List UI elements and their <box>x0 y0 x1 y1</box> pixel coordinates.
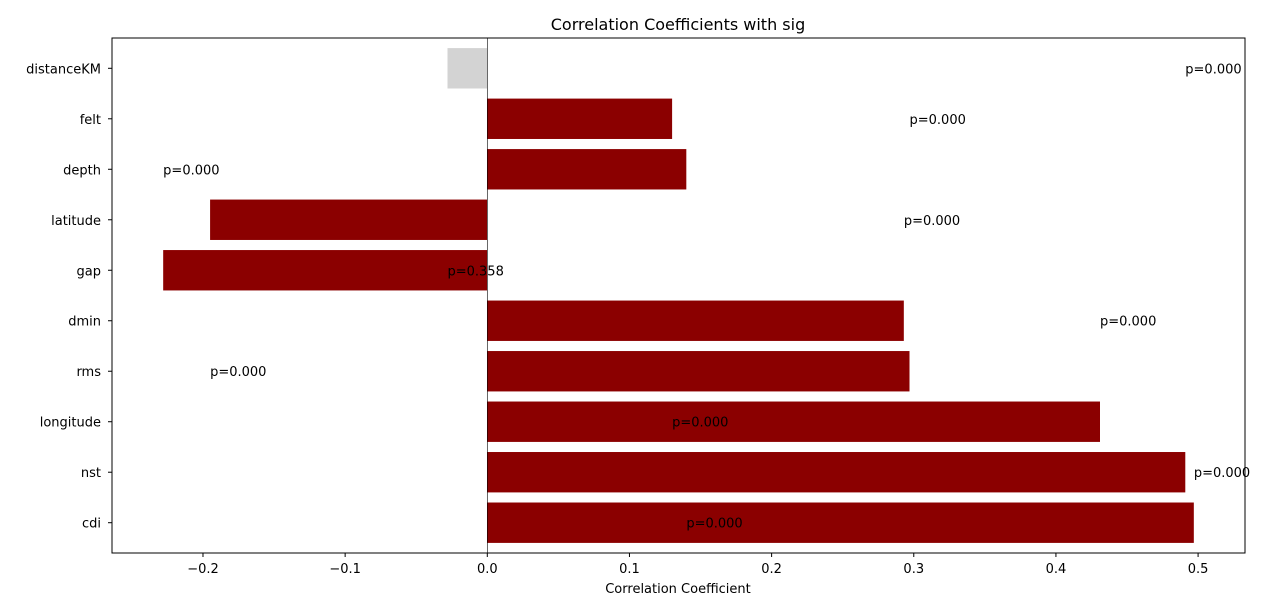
y-tick-label-felt: felt <box>80 113 101 128</box>
p-value-label-longitude: p=0.000 <box>672 416 728 431</box>
y-tick-label-distanceKM: distanceKM <box>26 62 101 77</box>
bar-depth <box>487 149 687 190</box>
bars-group <box>163 48 1194 543</box>
chart-title: Correlation Coefficients with sig <box>551 15 805 34</box>
p-value-label-latitude: p=0.000 <box>904 214 960 229</box>
p-value-label-cdi: p=0.000 <box>686 517 742 532</box>
bar-longitude <box>487 401 1100 442</box>
y-tick-label-longitude: longitude <box>40 416 101 431</box>
y-axis-ticks: distanceKM felt depth latitude gap dmin rms lon… <box>26 62 112 532</box>
x-tick-label: 0.3 <box>903 562 924 577</box>
p-value-label-rms: p=0.000 <box>210 365 266 380</box>
p-value-label-dmin: p=0.000 <box>1100 315 1156 330</box>
p-value-label-nst: p=0.000 <box>1194 466 1250 481</box>
x-tick-label: −0.1 <box>329 562 361 577</box>
p-value-label-distanceKM: p=0.000 <box>1185 62 1241 77</box>
bar-dmin <box>487 300 904 341</box>
y-tick-label-dmin: dmin <box>68 315 101 330</box>
y-tick-label-depth: depth <box>63 163 101 178</box>
x-tick-label: 0.2 <box>761 562 782 577</box>
bar-gap <box>163 250 488 291</box>
plot-frame <box>111 37 1246 554</box>
x-axis-ticks: −0.2 −0.1 0.0 0.1 0.2 0.3 0.4 0.5 <box>187 553 1208 577</box>
x-tick-label: 0.4 <box>1046 562 1067 577</box>
x-tick-label: 0.5 <box>1188 562 1209 577</box>
x-tick-label: −0.2 <box>187 562 219 577</box>
bar-rms <box>487 351 910 392</box>
bar-felt <box>487 98 673 139</box>
bar-nst <box>487 452 1186 493</box>
bar-distanceKM <box>447 48 488 89</box>
bar-latitude <box>210 199 488 240</box>
y-tick-label-latitude: latitude <box>51 214 101 229</box>
bar-cdi <box>487 502 1194 543</box>
x-tick-label: 0.0 <box>477 562 498 577</box>
p-value-label-felt: p=0.000 <box>910 113 966 128</box>
y-tick-label-cdi: cdi <box>82 517 101 532</box>
y-tick-label-nst: nst <box>81 466 101 481</box>
y-tick-label-rms: rms <box>76 365 101 380</box>
y-tick-label-gap: gap <box>77 264 101 279</box>
p-value-label-gap: p=0.358 <box>447 264 503 279</box>
x-axis-label: Correlation Coefficient <box>605 582 751 597</box>
p-value-label-depth: p=0.000 <box>163 163 219 178</box>
x-tick-label: 0.1 <box>619 562 640 577</box>
annotations-group: p=0.000 p=0.000 p=0.000 p=0.000 p=0.358 p=0.0… <box>163 62 1250 531</box>
